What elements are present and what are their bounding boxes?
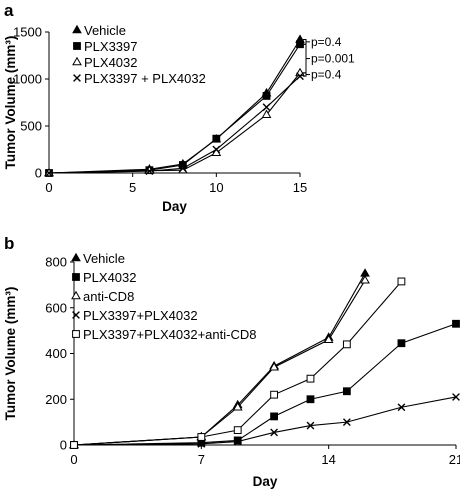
data-point [306, 395, 315, 404]
y-tick-label: 1500 [13, 25, 42, 40]
x-axis-title: Day [253, 474, 278, 489]
data-point [232, 402, 243, 411]
y-tick-label: 0 [60, 438, 67, 453]
legend-label: PLX3397 + PLX4032 [84, 71, 206, 86]
data-point [270, 428, 278, 437]
data-point [306, 421, 315, 430]
data-point [45, 169, 53, 177]
pvalue-label: p=0.4 [311, 68, 342, 82]
x-tick-label: 15 [293, 180, 307, 195]
legend-label: PLX3397 [84, 39, 138, 54]
data-point [323, 334, 334, 344]
legend-marker [71, 252, 81, 262]
data-point [397, 339, 406, 348]
y-tick-label: 800 [45, 255, 67, 270]
data-point [296, 72, 304, 81]
legend-marker [73, 42, 81, 50]
y-tick-label: 0 [35, 166, 42, 181]
y-tick-label: 400 [45, 346, 67, 361]
data-point [262, 92, 271, 100]
x-tick-label: 0 [70, 452, 77, 467]
pvalue-label: p=0.4 [311, 35, 342, 49]
legend-label: Vehicle [84, 23, 126, 38]
data-point [270, 390, 278, 399]
legend-marker [72, 273, 80, 281]
data-point [306, 374, 315, 383]
data-point [70, 441, 78, 449]
data-point [212, 145, 221, 154]
legend-label: PLX4032 [84, 55, 138, 70]
y-axis-title: Tumor Volume (mm³) [3, 36, 18, 170]
data-point [261, 109, 272, 118]
chart-panel-b: b 0 200 400 600 800 0 7 14 21 Day Tumor Volume (mm³… [3, 234, 460, 489]
data-point [342, 418, 351, 427]
series-plx3397-plx4032-anti-cd8 [70, 277, 406, 449]
series-plx3397-plx4032 [45, 72, 304, 177]
data-point [233, 426, 242, 435]
legend-label: PLX3397+PLX4032 [83, 308, 198, 323]
legend-marker [72, 56, 82, 66]
data-point [262, 103, 271, 112]
x-tick-label: 5 [129, 180, 136, 195]
y-axis-title: Tumor Volume (mm³) [3, 287, 18, 421]
x-tick-label: 10 [209, 180, 223, 195]
data-point [360, 275, 370, 284]
data-point [295, 67, 305, 77]
x-tick-label: 7 [198, 452, 205, 467]
legend-label: PLX4032 [83, 270, 137, 285]
x-tick-label: 14 [321, 452, 335, 467]
chart-panel-a: a 0 500 1000 1500 0 5 10 15 Day Tumor Volume (mm³)… [3, 1, 355, 214]
series-line [48, 75, 301, 174]
legend-marker [72, 330, 80, 338]
series-plx4032 [70, 319, 460, 449]
y-tick-label: 500 [20, 119, 42, 134]
data-point [197, 433, 206, 441]
series-plx3397-plx4032 [70, 393, 460, 449]
legend-label: PLX3397+PLX4032+anti-CD8 [83, 327, 256, 342]
panel-label: b [4, 234, 14, 253]
legend-marker [72, 311, 80, 319]
data-point [397, 403, 406, 412]
data-point [452, 393, 460, 401]
data-point [178, 164, 187, 173]
legend-label: Vehicle [83, 251, 125, 266]
x-tick-label: 0 [45, 180, 52, 195]
y-tick-label: 600 [45, 300, 67, 315]
data-point [212, 134, 221, 143]
data-point [270, 412, 278, 421]
data-point [342, 387, 351, 396]
data-point [269, 362, 279, 371]
series-line [73, 396, 457, 446]
pvalue-label: p=0.001 [311, 52, 355, 66]
y-tick-label: 1000 [13, 72, 42, 87]
x-axis-title: Day [162, 199, 187, 214]
legend-marker [72, 24, 82, 34]
x-tick-label: 21 [449, 452, 460, 467]
series-line [73, 323, 457, 446]
data-point [145, 167, 154, 176]
data-point [397, 277, 406, 286]
panel-label: a [4, 1, 14, 20]
data-point [296, 40, 304, 49]
data-point [197, 439, 206, 448]
series-line [48, 72, 301, 174]
data-point [342, 340, 351, 349]
data-point [452, 319, 460, 328]
legend-marker [71, 290, 81, 300]
legend-marker [73, 74, 81, 82]
data-point [233, 437, 242, 446]
pvalue-bracket [303, 43, 307, 74]
legend-label: anti-CD8 [83, 289, 134, 304]
y-tick-label: 200 [45, 392, 67, 407]
